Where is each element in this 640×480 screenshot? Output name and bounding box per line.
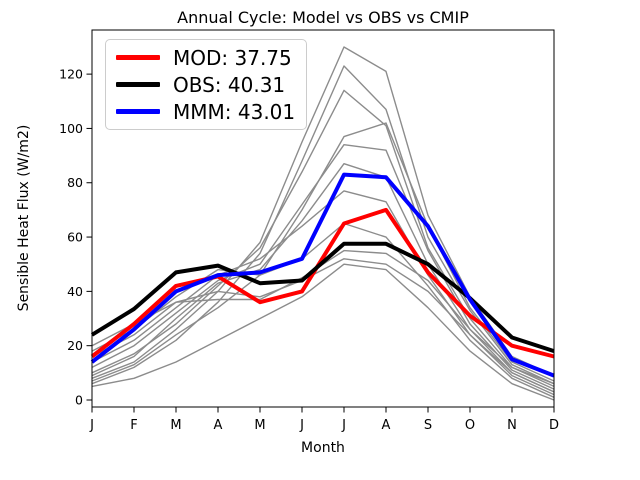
series-line-cmip-11: [91, 263, 555, 401]
x-tick-label: O: [465, 418, 475, 433]
x-tick-label: A: [214, 418, 223, 433]
legend-entry-mod: MOD: 37.75: [116, 48, 306, 68]
series-line-cmip-05: [91, 143, 555, 390]
legend-line-mod-swatch: [116, 55, 160, 60]
y-tick-label: 80: [67, 175, 83, 190]
chart-title: Annual Cycle: Model vs OBS vs CMIP: [177, 8, 469, 27]
x-tick-label: M: [170, 418, 181, 433]
y-tick-label: 40: [67, 284, 83, 299]
legend-label-mmm: MMM: 43.01: [173, 99, 296, 124]
y-tick-label: 60: [67, 230, 83, 245]
x-tick-label: A: [382, 418, 391, 433]
legend-label-mod: MOD: 37.75: [173, 45, 292, 70]
legend-line-obs-swatch: [116, 82, 160, 87]
legend-box: MOD: 37.75 OBS: 40.31 MMM: 43.01: [105, 39, 307, 130]
series-line-cmip-10: [91, 258, 555, 393]
x-tick-label: N: [507, 418, 517, 433]
x-tick-label: S: [424, 418, 432, 433]
y-tick-label: 20: [67, 338, 83, 353]
series-line-cmip-04: [91, 122, 555, 382]
legend-entry-obs: OBS: 40.31: [116, 75, 306, 95]
series-line-mod: [90, 207, 555, 359]
x-axis-label: Month: [301, 440, 345, 456]
x-tick-label: F: [130, 418, 137, 433]
series-line-cmip-07: [91, 190, 555, 396]
axes-frame: [91, 29, 555, 408]
y-tick-label: 100: [59, 121, 83, 136]
series-line-obs: [90, 241, 555, 354]
y-tick-label: 0: [75, 393, 83, 408]
series-line-cmip-06: [91, 162, 555, 393]
x-tick-label: J: [89, 418, 94, 433]
legend-entry-mmm: MMM: 43.01: [116, 102, 306, 122]
series-line-cmip-08: [91, 222, 555, 398]
legend-label-obs: OBS: 40.31: [173, 72, 286, 97]
y-axis-label: Sensible Heat Flux (W/m2): [16, 124, 32, 312]
x-tick-label: J: [341, 418, 346, 433]
x-tick-label: M: [254, 418, 265, 433]
x-tick-label: J: [299, 418, 304, 433]
y-tick-label: 120: [59, 67, 83, 82]
series-line-mmm: [90, 172, 555, 378]
legend-line-mmm-swatch: [116, 109, 160, 114]
x-tick-label: D: [549, 418, 559, 433]
series-line-cmip-03: [91, 89, 555, 388]
